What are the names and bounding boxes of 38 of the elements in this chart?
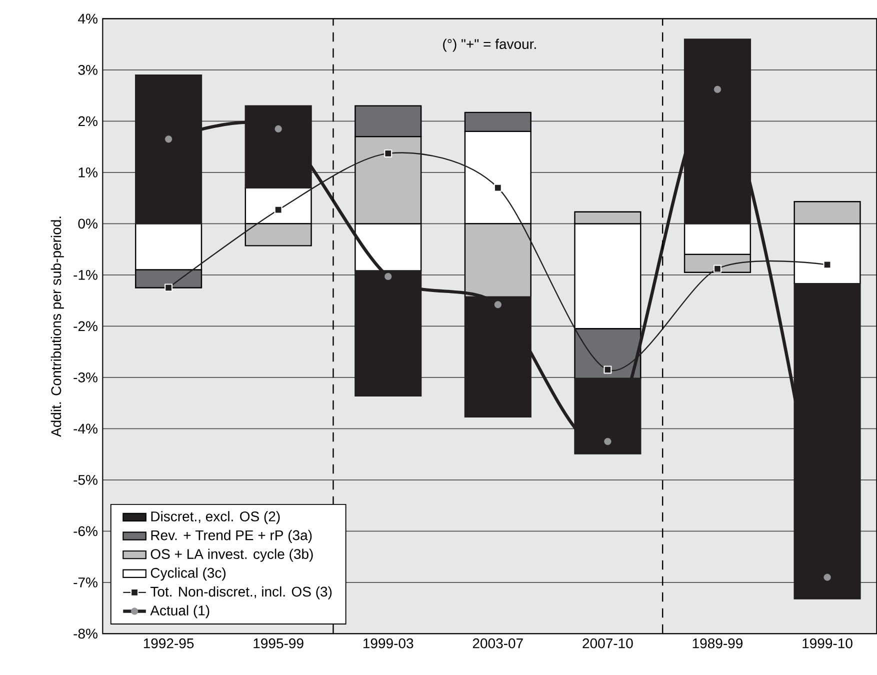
x-tick-label: 1995-99 [254, 638, 304, 648]
point [274, 206, 282, 214]
y-tick-label: -8% [74, 628, 98, 639]
x-tick-label: 1999-10 [802, 638, 852, 648]
point [713, 264, 722, 273]
y-tick-label: -5% [74, 475, 98, 485]
x-tick-label: 1992-95 [144, 638, 194, 648]
y-tick-label: 4% [78, 14, 98, 24]
y-tick-label: -4% [74, 424, 98, 434]
y-tick-label: 3% [78, 64, 98, 75]
y-axis-title: Addit. Contributions per sub-period. [50, 216, 64, 437]
y-tick-label: -7% [74, 578, 98, 588]
legend-label: Actual (1) [150, 605, 210, 618]
bar [574, 378, 642, 454]
y-tick-label: -3% [74, 372, 98, 382]
y-tick-label: 2% [78, 116, 98, 126]
bar [464, 296, 532, 418]
point [384, 149, 392, 158]
legend-label: Cyclical (3c) [150, 568, 226, 581]
point [604, 366, 612, 374]
x-tick-label: 1989-99 [692, 638, 742, 648]
y-tick-label: -6% [74, 526, 98, 536]
y-tick-label: -1% [74, 270, 98, 280]
annotation: (°) "+" = favour. [443, 38, 536, 52]
x-tick-label: 2003-07 [472, 638, 523, 648]
x-tick-label: 1999-03 [364, 638, 414, 648]
y-tick-label: -2% [74, 321, 98, 332]
legend-label: Discret., excl. OS (2) [151, 511, 280, 524]
point [494, 184, 502, 192]
y-tick-label: 1% [78, 168, 98, 178]
legend-label: Tot. Non-discret., incl. OS (3) [150, 586, 332, 600]
point [164, 284, 173, 292]
y-tick-label: 0% [78, 218, 98, 229]
x-tick-label: 2007-10 [582, 638, 633, 648]
legend-label: Rev. + Trend PE + rP (3a) [151, 530, 312, 543]
bar [354, 270, 422, 396]
legend-label: OS + LA invest. cycle (3b) [150, 548, 313, 562]
point [823, 260, 832, 269]
